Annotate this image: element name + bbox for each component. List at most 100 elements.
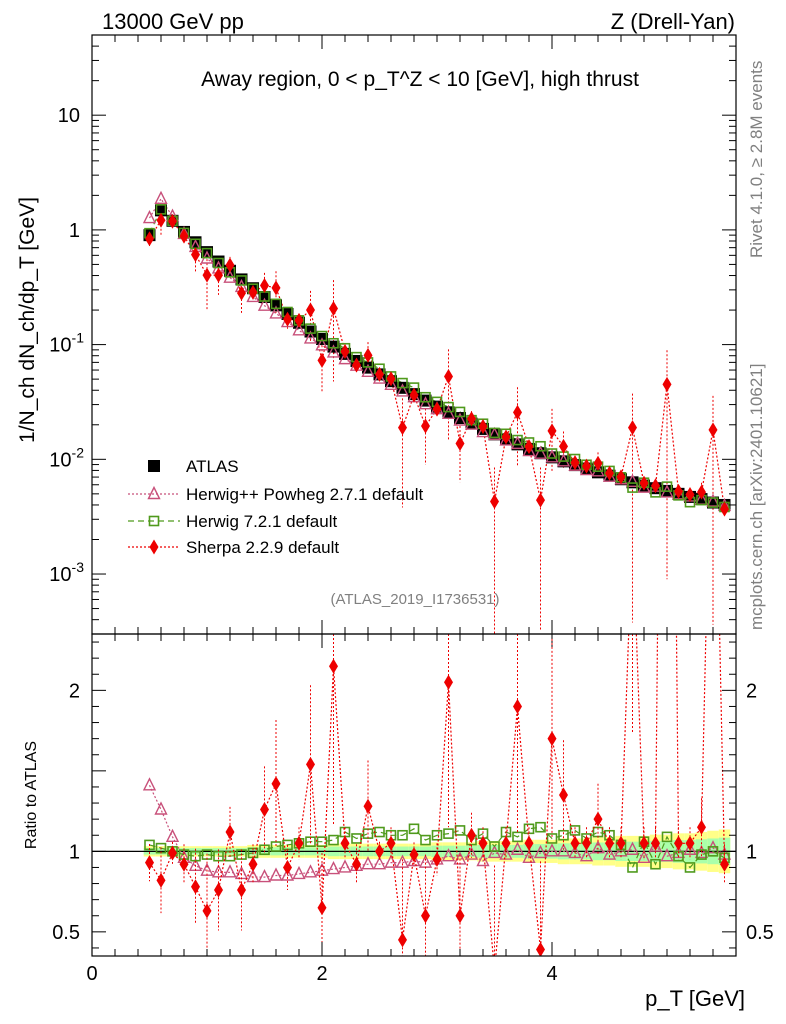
y-tick-label-bottom: 1 bbox=[69, 841, 80, 863]
ratio-point-herwig721 bbox=[627, 862, 638, 873]
data-point-herwig-powheg bbox=[303, 330, 318, 344]
ratio-point-herwig-powheg bbox=[545, 843, 559, 857]
data-point-herwig-powheg bbox=[441, 405, 456, 420]
data-point-sherpa bbox=[593, 455, 603, 471]
ratio-point-sherpa bbox=[260, 801, 269, 817]
y-tick-label-bottom-right: 2 bbox=[746, 680, 757, 702]
data-point-herwig-powheg bbox=[591, 463, 605, 477]
ratio-panel-frame bbox=[91, 633, 737, 957]
rivet-label: Rivet 4.1.0, ≥ 2.8M events bbox=[747, 61, 766, 258]
data-point-sherpa bbox=[536, 492, 545, 508]
data-point-sherpa bbox=[386, 371, 396, 387]
ratio-point-herwig-powheg bbox=[326, 860, 341, 875]
data-point-herwig-powheg bbox=[361, 363, 375, 377]
ratio-point-sherpa bbox=[156, 872, 166, 888]
ratio-point-sherpa bbox=[478, 835, 488, 851]
data-point-herwig721 bbox=[627, 482, 638, 493]
data-point-sherpa bbox=[375, 366, 384, 382]
ratio-point-sherpa bbox=[363, 798, 373, 814]
x-tick-label: 0 bbox=[86, 963, 97, 985]
data-point-herwig-powheg bbox=[315, 337, 329, 351]
ratio-point-herwig-powheg bbox=[522, 849, 536, 863]
data-point-sherpa bbox=[685, 486, 695, 502]
ratio-point-herwig721 bbox=[454, 825, 466, 836]
x-tick-label: 2 bbox=[316, 963, 327, 985]
data-point-herwig721 bbox=[420, 391, 431, 403]
data-point-sherpa bbox=[605, 465, 614, 481]
data-point-herwig721 bbox=[443, 401, 454, 413]
ratio-point-herwig721 bbox=[443, 828, 454, 839]
data-point-sherpa bbox=[524, 439, 534, 455]
data-point-herwig721 bbox=[305, 323, 316, 334]
ratio-point-herwig-powheg bbox=[510, 841, 525, 855]
ratio-point-herwig721 bbox=[213, 850, 224, 862]
data-point-sherpa bbox=[260, 277, 269, 293]
y-tick-label-top: 10-3 bbox=[49, 559, 84, 586]
ratio-point-herwig721 bbox=[305, 836, 316, 847]
data-point-sherpa bbox=[720, 501, 729, 517]
ratio-point-herwig721 bbox=[190, 850, 201, 862]
data-point-sherpa bbox=[513, 404, 522, 420]
data-point-sherpa bbox=[237, 285, 246, 301]
data-point-herwig721 bbox=[397, 377, 408, 389]
analysis-tag: (ATLAS_2019_I1736531) bbox=[330, 591, 499, 608]
data-point-herwig-powheg bbox=[706, 493, 720, 507]
ratio-point-herwig721 bbox=[316, 836, 328, 847]
ratio-point-herwig-powheg bbox=[683, 841, 697, 855]
data-point-herwig-powheg bbox=[372, 370, 387, 384]
data-point-sherpa bbox=[559, 438, 568, 454]
ratio-point-herwig721 bbox=[523, 823, 535, 835]
data-point-herwig721 bbox=[707, 497, 719, 508]
ratio-point-herwig-powheg bbox=[499, 846, 513, 860]
ratio-point-herwig-powheg bbox=[487, 844, 502, 859]
ratio-point-sherpa bbox=[202, 903, 212, 919]
ratio-point-sherpa bbox=[248, 856, 258, 872]
ratio-point-herwig-powheg bbox=[441, 848, 456, 862]
data-point-herwig-powheg bbox=[510, 435, 525, 450]
ratio-point-sherpa bbox=[271, 776, 281, 792]
legend-label-herwig-powheg: Herwig++ Powheg 2.7.1 default bbox=[186, 485, 423, 504]
ratio-point-herwig-powheg bbox=[476, 852, 490, 867]
ratio-point-sherpa bbox=[352, 856, 361, 872]
ratio-point-herwig721 bbox=[420, 834, 431, 846]
ratio-point-herwig721 bbox=[707, 846, 719, 857]
x-tick-label: 4 bbox=[546, 963, 557, 985]
ratio-point-herwig721 bbox=[259, 844, 270, 856]
ratio-point-herwig721 bbox=[512, 831, 523, 843]
data-point-herwig-powheg bbox=[545, 449, 559, 463]
ratio-point-sherpa bbox=[570, 835, 580, 851]
y-tick-label-top: 10 bbox=[58, 105, 80, 127]
data-point-sherpa bbox=[478, 419, 488, 435]
ratio-point-sherpa bbox=[616, 835, 626, 851]
chart-title-text: Away region, 0 < p_T^Z < 10 [GeV], high … bbox=[201, 68, 639, 91]
ratio-point-sherpa bbox=[329, 658, 338, 674]
chart-title: Away region, 0 < p_T^Z < 10 [GeV], high … bbox=[201, 68, 639, 91]
main-panel: 10-3 10-2 10-1 1 10 bbox=[49, 34, 737, 648]
data-point-sherpa bbox=[501, 429, 511, 445]
ratio-point-herwig-powheg bbox=[165, 828, 180, 843]
data-point-herwig721 bbox=[213, 257, 224, 269]
ratio-point-herwig-powheg bbox=[407, 852, 421, 867]
data-point-herwig-powheg bbox=[384, 376, 398, 390]
data-point-sherpa bbox=[317, 352, 327, 368]
ratio-point-sherpa bbox=[605, 835, 614, 851]
ratio-point-herwig-powheg bbox=[315, 862, 329, 876]
data-point-sherpa bbox=[145, 231, 154, 247]
ratio-point-herwig-powheg bbox=[637, 849, 651, 863]
data-point-sherpa bbox=[156, 212, 166, 228]
ratio-point-sherpa bbox=[559, 787, 568, 803]
data-point-sherpa bbox=[214, 267, 223, 283]
data-point-sherpa bbox=[329, 300, 338, 316]
data-point-herwig-powheg bbox=[257, 297, 272, 311]
ratio-point-sherpa bbox=[283, 859, 292, 875]
data-point-sherpa bbox=[363, 347, 373, 363]
header-right: Z (Drell-Yan) bbox=[611, 9, 735, 34]
ratio-point-herwig-powheg bbox=[303, 864, 318, 878]
ratio-point-herwig-powheg bbox=[533, 844, 548, 859]
data-point-sherpa bbox=[168, 213, 177, 229]
ratio-point-herwig-powheg bbox=[223, 864, 237, 878]
ratio-point-herwig721 bbox=[558, 829, 569, 841]
data-point-herwig-powheg bbox=[464, 416, 479, 430]
ratio-point-sherpa bbox=[639, 835, 649, 851]
data-point-sherpa bbox=[467, 411, 476, 427]
